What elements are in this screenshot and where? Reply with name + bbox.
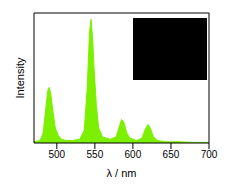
svg-text:650: 650 [163,149,180,160]
svg-text:Intensity: Intensity [14,57,26,98]
svg-text:λ / nm: λ / nm [107,167,137,179]
svg-text:600: 600 [125,149,142,160]
svg-text:700: 700 [201,149,218,160]
svg-text:550: 550 [87,149,104,160]
svg-text:500: 500 [48,149,65,160]
